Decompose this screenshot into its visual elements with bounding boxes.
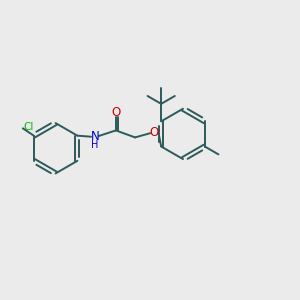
Text: O: O xyxy=(111,106,121,119)
Text: O: O xyxy=(150,126,159,139)
Text: Cl: Cl xyxy=(23,122,34,132)
Text: H: H xyxy=(91,140,99,150)
Text: N: N xyxy=(91,130,99,142)
